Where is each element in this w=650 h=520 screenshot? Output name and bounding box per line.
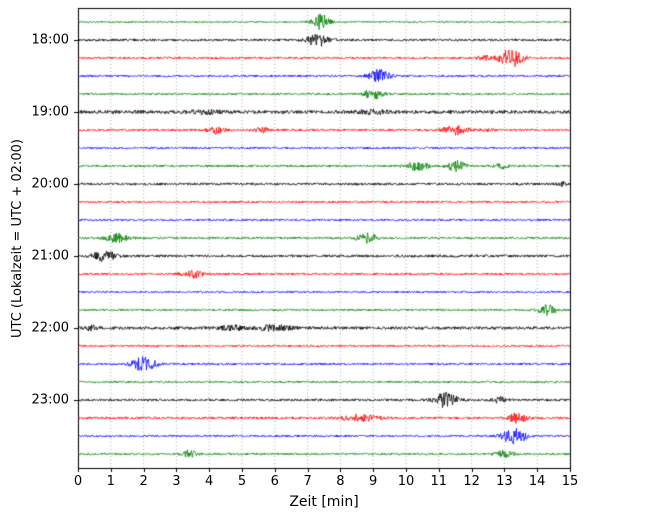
x-axis-label: Zeit [min] [289,494,359,510]
y-axis-label-container: UTC (Lokalzeit = UTC + 02:00) [0,8,34,468]
y-axis-label: UTC (Lokalzeit = UTC + 02:00) [9,138,25,338]
